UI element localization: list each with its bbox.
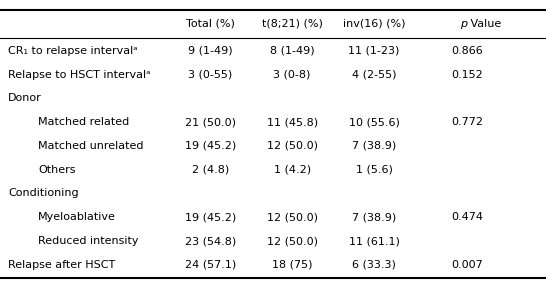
Text: 0.866: 0.866 <box>451 46 483 56</box>
Text: 23 (54.8): 23 (54.8) <box>185 236 236 246</box>
Text: 12 (50.0): 12 (50.0) <box>266 141 318 151</box>
Text: 18 (75): 18 (75) <box>272 260 312 270</box>
Text: 10 (55.6): 10 (55.6) <box>348 117 400 127</box>
Text: t(8;21) (%): t(8;21) (%) <box>262 19 323 29</box>
Text: 19 (45.2): 19 (45.2) <box>185 141 236 151</box>
Text: 7 (38.9): 7 (38.9) <box>352 141 396 151</box>
Text: 9 (1-49): 9 (1-49) <box>188 46 233 56</box>
Text: 0.007: 0.007 <box>451 260 483 270</box>
Text: 8 (1-49): 8 (1-49) <box>270 46 314 56</box>
Text: 12 (50.0): 12 (50.0) <box>266 236 318 246</box>
Text: 21 (50.0): 21 (50.0) <box>185 117 236 127</box>
Text: Matched related: Matched related <box>38 117 129 127</box>
Text: 7 (38.9): 7 (38.9) <box>352 212 396 222</box>
Text: 3 (0-55): 3 (0-55) <box>188 70 233 79</box>
Text: 0.474: 0.474 <box>451 212 483 222</box>
Text: 0.772: 0.772 <box>451 117 483 127</box>
Text: 11 (1-23): 11 (1-23) <box>348 46 400 56</box>
Text: Total (%): Total (%) <box>186 19 235 29</box>
Text: Reduced intensity: Reduced intensity <box>38 236 139 246</box>
Text: 2 (4.8): 2 (4.8) <box>192 165 229 175</box>
Text: 6 (33.3): 6 (33.3) <box>352 260 396 270</box>
Text: Conditioning: Conditioning <box>8 188 79 198</box>
Text: 11 (45.8): 11 (45.8) <box>266 117 318 127</box>
Text: Value: Value <box>467 19 501 29</box>
Text: inv(16) (%): inv(16) (%) <box>343 19 405 29</box>
Text: Others: Others <box>38 165 76 175</box>
Text: 4 (2-55): 4 (2-55) <box>352 70 396 79</box>
Text: 1 (4.2): 1 (4.2) <box>274 165 311 175</box>
Text: p: p <box>460 19 467 29</box>
Text: Relapse to HSCT intervalᵃ: Relapse to HSCT intervalᵃ <box>8 70 151 79</box>
Text: 1 (5.6): 1 (5.6) <box>355 165 393 175</box>
Text: Donor: Donor <box>8 93 42 103</box>
Text: 19 (45.2): 19 (45.2) <box>185 212 236 222</box>
Text: 24 (57.1): 24 (57.1) <box>185 260 236 270</box>
Text: 0.152: 0.152 <box>451 70 483 79</box>
Text: Myeloablative: Myeloablative <box>38 212 116 222</box>
Text: 12 (50.0): 12 (50.0) <box>266 212 318 222</box>
Text: Matched unrelated: Matched unrelated <box>38 141 144 151</box>
Text: CR₁ to relapse intervalᵃ: CR₁ to relapse intervalᵃ <box>8 46 138 56</box>
Text: 11 (61.1): 11 (61.1) <box>348 236 400 246</box>
Text: 3 (0-8): 3 (0-8) <box>274 70 311 79</box>
Text: Relapse after HSCT: Relapse after HSCT <box>8 260 115 270</box>
